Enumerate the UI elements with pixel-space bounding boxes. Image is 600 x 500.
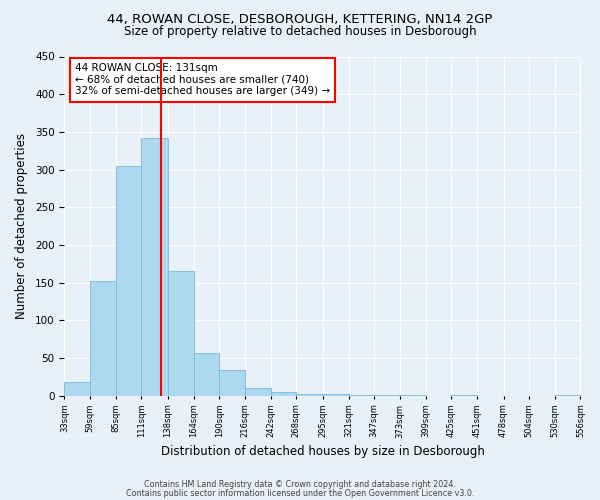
Bar	[64, 382, 90, 396]
Bar	[400, 395, 425, 396]
Bar	[168, 272, 194, 396]
Text: Size of property relative to detached houses in Desborough: Size of property relative to detached ho…	[124, 25, 476, 38]
Text: 44 ROWAN CLOSE: 131sqm
← 68% of detached houses are smaller (740)
32% of semi-de: 44 ROWAN CLOSE: 131sqm ← 68% of detached…	[75, 64, 330, 96]
Bar	[245, 388, 271, 396]
Bar	[142, 138, 168, 396]
Text: 44, ROWAN CLOSE, DESBOROUGH, KETTERING, NN14 2GP: 44, ROWAN CLOSE, DESBOROUGH, KETTERING, …	[107, 12, 493, 26]
Bar	[323, 394, 349, 396]
Bar	[451, 395, 477, 396]
Bar	[220, 370, 245, 396]
Bar	[116, 166, 142, 396]
Text: Contains public sector information licensed under the Open Government Licence v3: Contains public sector information licen…	[126, 488, 474, 498]
Bar	[194, 353, 220, 396]
Bar	[374, 395, 400, 396]
Bar	[296, 394, 323, 396]
Bar	[349, 395, 374, 396]
Bar	[271, 392, 296, 396]
Bar	[555, 395, 580, 396]
Y-axis label: Number of detached properties: Number of detached properties	[15, 133, 28, 319]
X-axis label: Distribution of detached houses by size in Desborough: Distribution of detached houses by size …	[161, 444, 484, 458]
Text: Contains HM Land Registry data © Crown copyright and database right 2024.: Contains HM Land Registry data © Crown c…	[144, 480, 456, 489]
Bar	[90, 280, 116, 396]
